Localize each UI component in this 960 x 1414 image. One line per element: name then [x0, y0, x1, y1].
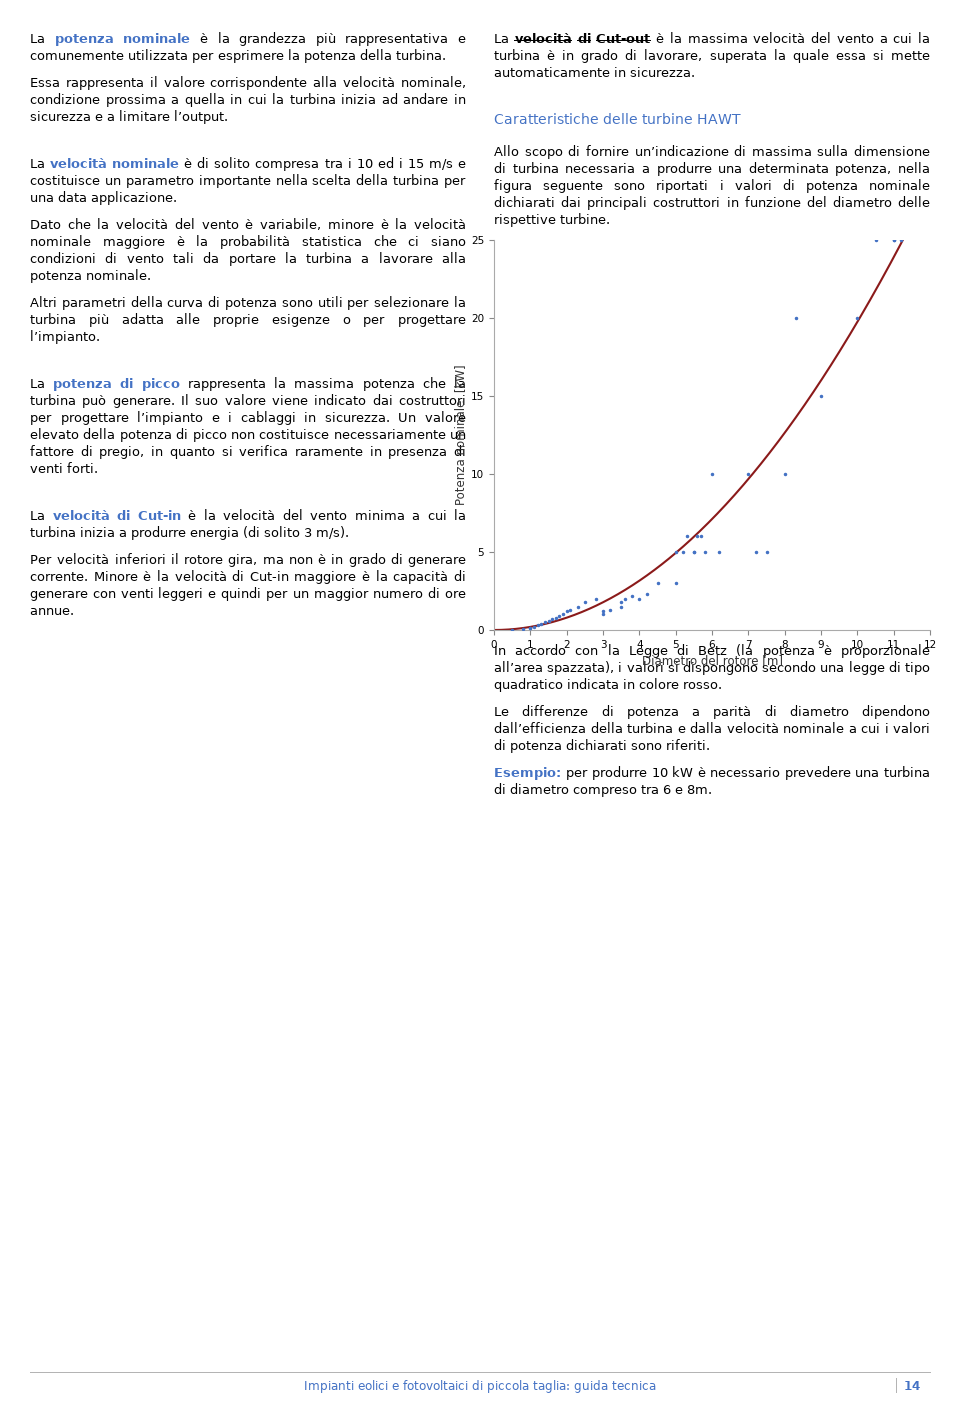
- Point: [893, 229, 908, 252]
- Point: [711, 540, 727, 563]
- X-axis label: Diametro del rotore [m]: Diametro del rotore [m]: [641, 653, 782, 667]
- Point: [675, 540, 690, 563]
- Point: [563, 598, 578, 621]
- Point: [613, 595, 629, 618]
- Point: [679, 525, 694, 547]
- Point: [639, 583, 655, 605]
- Point: [538, 611, 553, 633]
- Point: [690, 525, 706, 547]
- Point: [617, 587, 633, 609]
- Point: [686, 540, 702, 563]
- Point: [693, 525, 708, 547]
- Point: [741, 462, 756, 485]
- Point: [668, 540, 684, 563]
- Point: [544, 608, 560, 631]
- Y-axis label: Potenza nominale  [kW]: Potenza nominale [kW]: [454, 365, 467, 505]
- Point: [850, 307, 865, 329]
- Point: [603, 598, 618, 621]
- Point: [548, 607, 564, 629]
- Point: [758, 540, 774, 563]
- Point: [748, 540, 763, 563]
- Point: [668, 571, 684, 594]
- Point: [595, 604, 611, 626]
- Point: [540, 609, 556, 632]
- Point: [516, 618, 531, 641]
- Point: [552, 605, 567, 628]
- Point: [777, 462, 792, 485]
- Point: [559, 600, 574, 622]
- Point: [650, 571, 665, 594]
- Point: [526, 615, 541, 638]
- Point: [624, 584, 639, 607]
- Point: [886, 229, 901, 252]
- Point: [555, 604, 570, 626]
- Point: [505, 619, 520, 642]
- Point: [522, 617, 538, 639]
- Point: [570, 595, 586, 618]
- Point: [705, 462, 720, 485]
- Point: [534, 612, 549, 635]
- Point: [632, 587, 647, 609]
- Point: [522, 617, 538, 639]
- Point: [697, 540, 712, 563]
- Point: [868, 229, 883, 252]
- Point: [813, 385, 828, 407]
- Point: [577, 591, 592, 614]
- Point: [886, 229, 901, 252]
- Point: [788, 307, 804, 329]
- Point: [613, 591, 629, 614]
- Point: [588, 587, 604, 609]
- Point: [595, 600, 611, 622]
- Point: [530, 614, 545, 636]
- Point: [686, 540, 702, 563]
